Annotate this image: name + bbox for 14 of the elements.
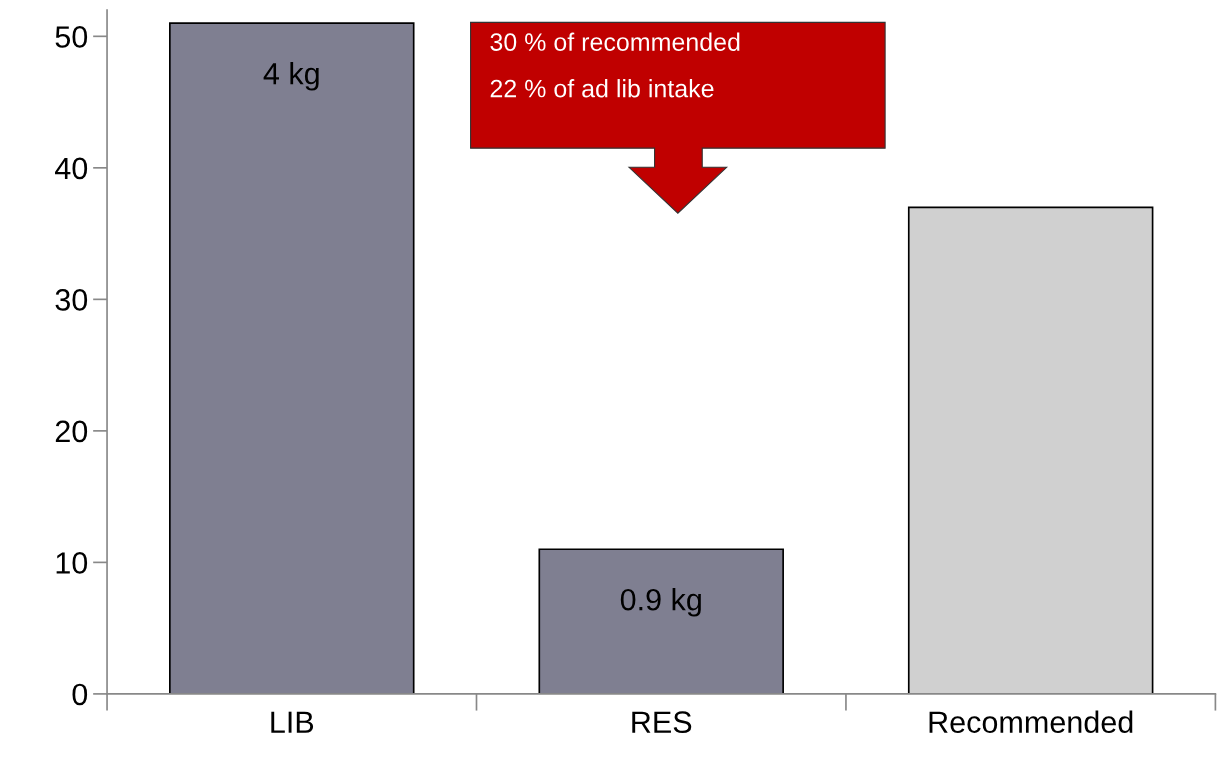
annotation: 4 kg — [263, 62, 319, 91]
bar — [907, 206, 1154, 694]
y-tick-label: 10 — [56, 552, 88, 574]
annotation: 30 % of recommended — [490, 32, 740, 51]
y-tick-label: 40 — [55, 157, 88, 180]
annotation: 0.9 kg — [620, 588, 701, 617]
x-tick-label: Recommended — [929, 710, 1133, 734]
x-tick-label: LIB — [271, 711, 314, 733]
y-tick-label: 50 — [55, 26, 88, 48]
y-tick-label: 0 — [72, 683, 88, 706]
y-tick-label: 30 — [55, 289, 88, 311]
x-tick-label: RES — [632, 711, 692, 734]
annotation: 22 % of ad lib intake — [490, 79, 714, 98]
y-tick-label: 20 — [55, 420, 88, 443]
